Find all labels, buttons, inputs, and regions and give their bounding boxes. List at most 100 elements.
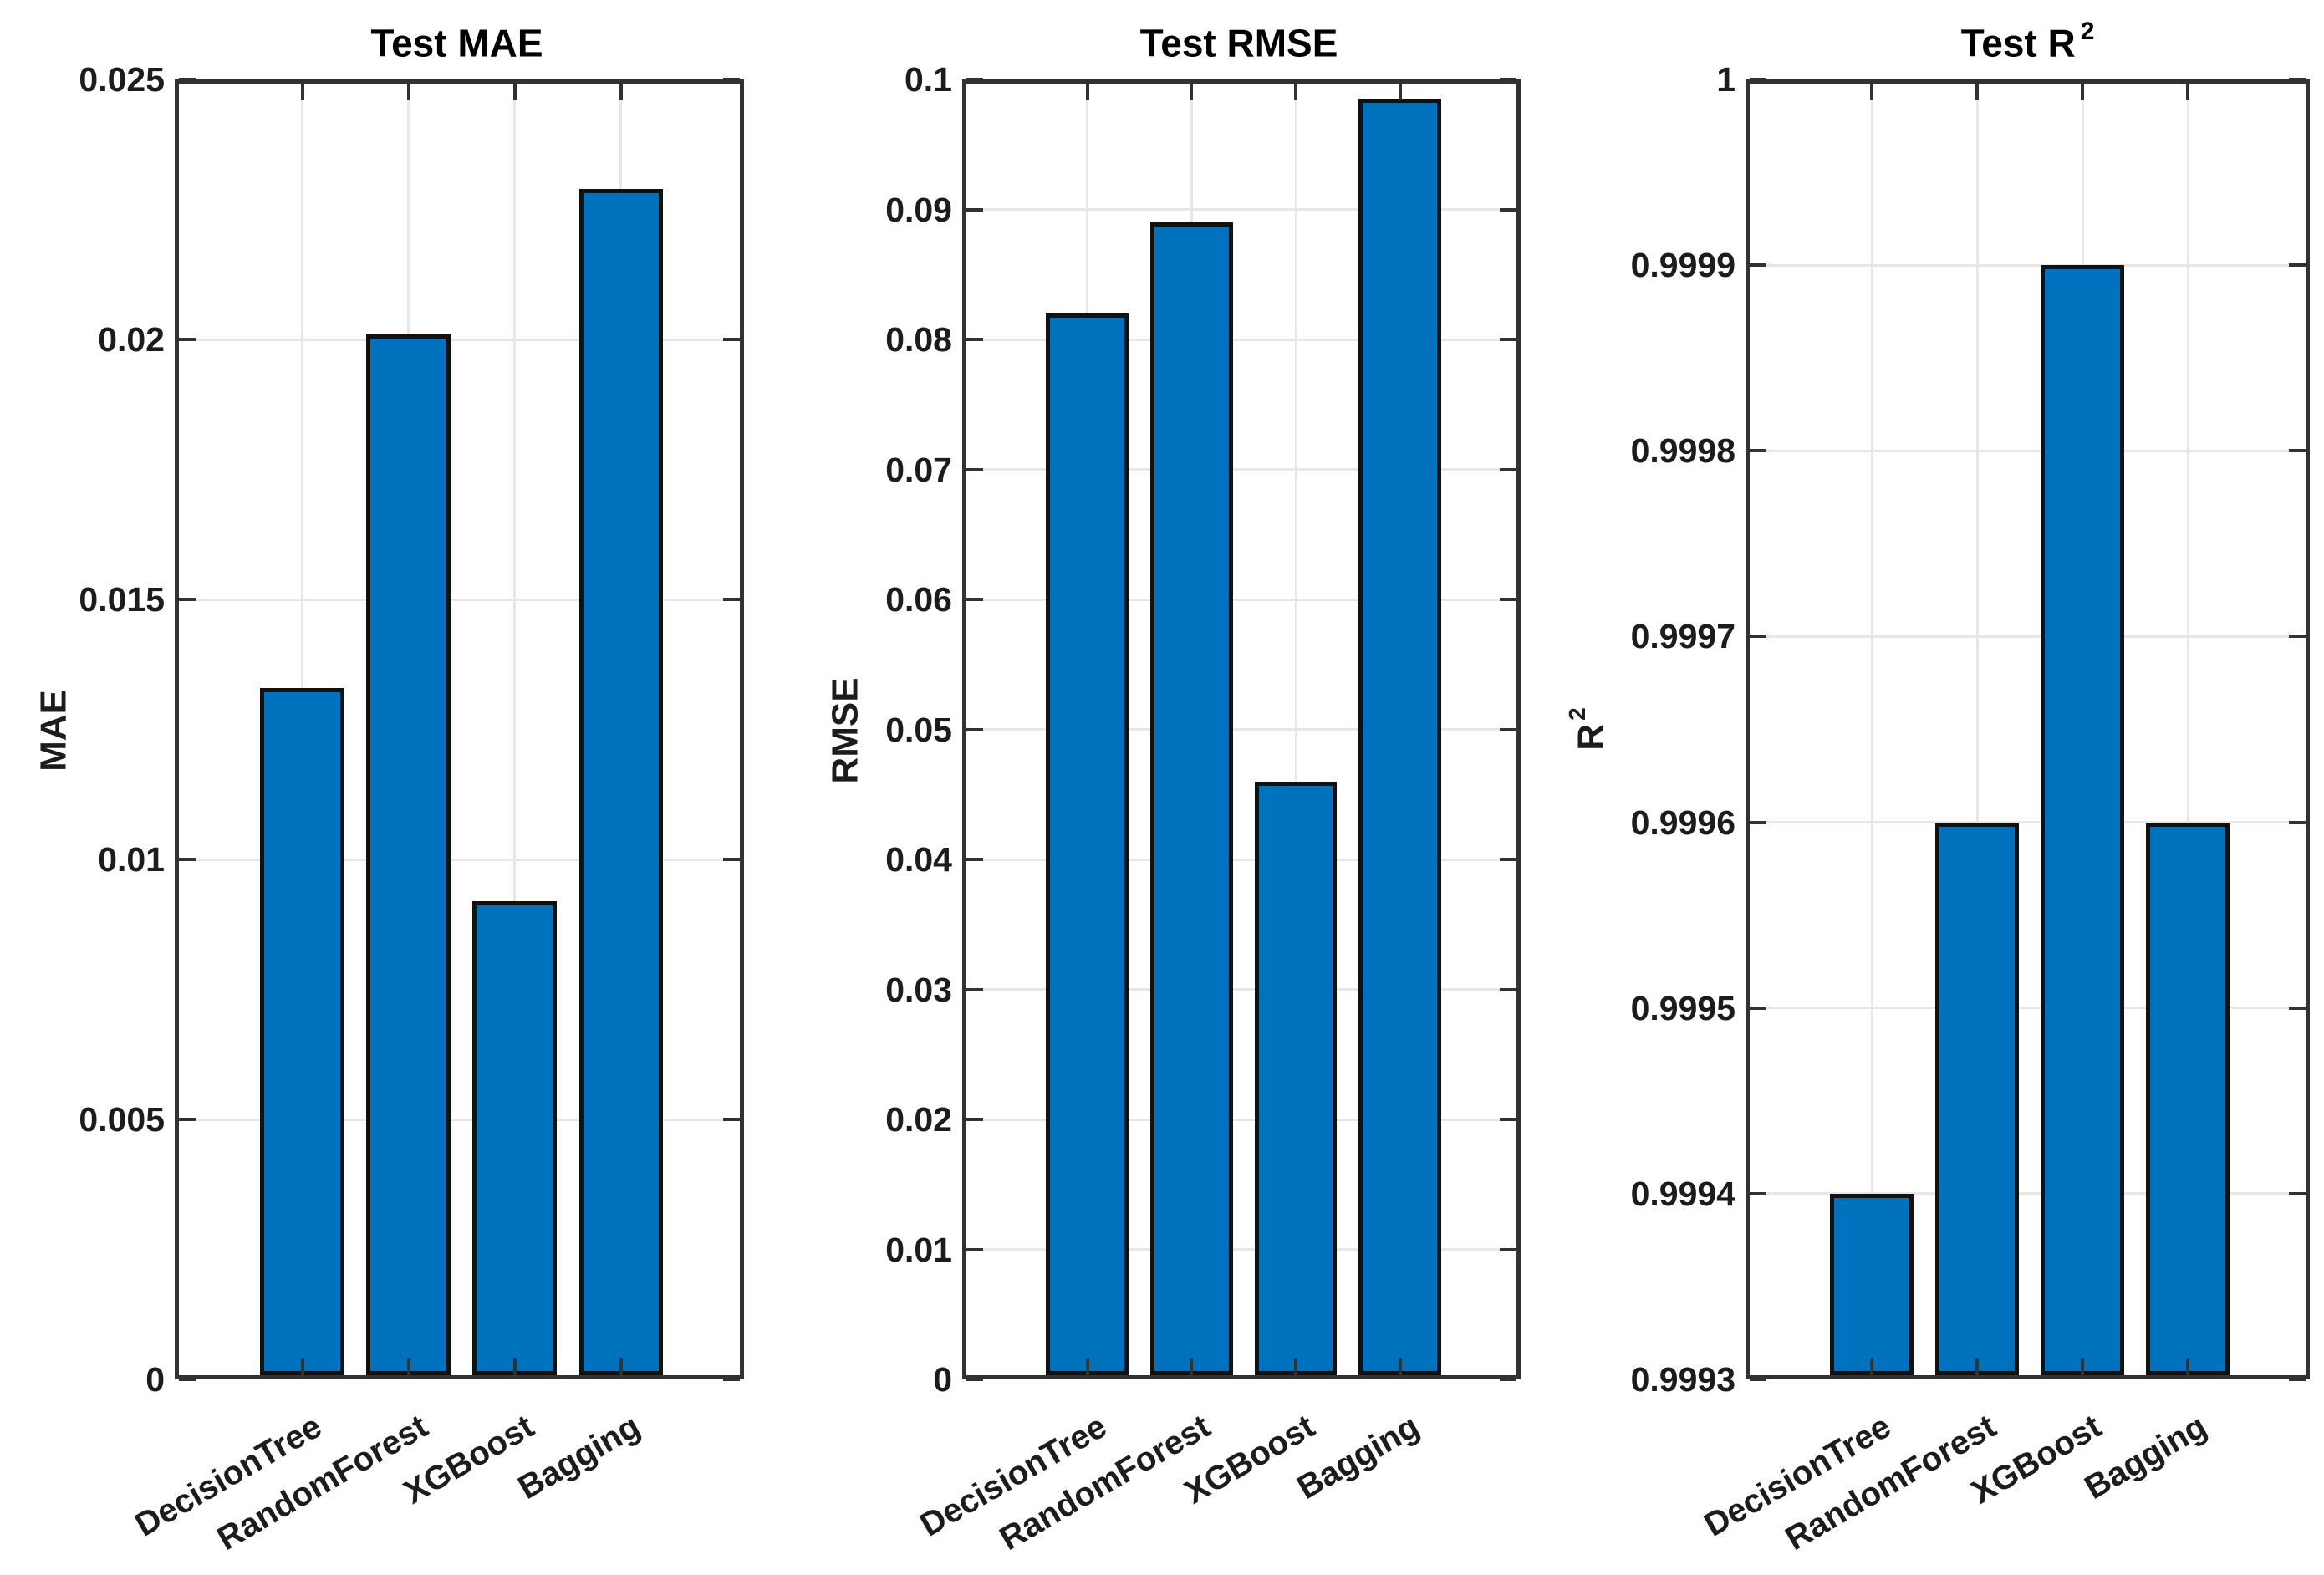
y-tick-label: 0.9994 xyxy=(1630,1174,1735,1213)
y-tick-label: 0 xyxy=(933,1360,952,1399)
y-axis-label-superscript: 2 xyxy=(1564,707,1590,721)
y-axis-tick xyxy=(966,467,983,471)
y-tick-label: 0.03 xyxy=(885,970,952,1009)
y-axis-tick xyxy=(1750,1378,1766,1381)
h-gridline xyxy=(1750,1192,2306,1195)
y-axis-tick xyxy=(179,78,196,81)
chart-title: Test RMSE xyxy=(962,13,1521,64)
y-tick-label: 0.9993 xyxy=(1630,1360,1735,1399)
x-tick-label: DecisionTree xyxy=(1698,1408,1898,1544)
y-axis-tick xyxy=(723,858,740,861)
bar-xgboost xyxy=(2041,265,2125,1375)
y-axis-tick xyxy=(1750,1191,1766,1195)
bar-decisiontree xyxy=(260,687,344,1375)
y-tick-label: 0.01 xyxy=(885,1230,952,1269)
y-tick-label: 0.1 xyxy=(905,60,952,99)
y-axis-tick xyxy=(179,598,196,601)
x-axis-tick xyxy=(300,84,304,100)
v-gridline xyxy=(1975,84,1979,1375)
x-axis-tick xyxy=(1294,1358,1298,1375)
bar-decisiontree xyxy=(1830,1193,1914,1375)
bar-randomforest xyxy=(366,334,451,1375)
bar-decisiontree xyxy=(1046,313,1129,1375)
y-axis-tick xyxy=(723,1378,740,1381)
y-tick-label: 0.9997 xyxy=(1630,617,1735,656)
v-gridline xyxy=(1870,84,1873,1375)
bar-bagging xyxy=(578,188,664,1375)
x-axis-tick xyxy=(406,84,410,100)
y-tick-label: 0.01 xyxy=(98,840,165,879)
x-axis-tick xyxy=(406,1358,410,1375)
y-axis-tick xyxy=(2289,1006,2306,1010)
y-axis-tick xyxy=(1500,1247,1516,1251)
y-axis-tick xyxy=(723,1118,740,1121)
y-axis-tick xyxy=(1500,727,1516,731)
v-gridline xyxy=(2186,84,2189,1375)
y-axis-label: R2 xyxy=(1559,520,1612,938)
y-axis-tick xyxy=(966,858,983,861)
y-axis-tick xyxy=(1750,820,1766,824)
x-axis-tick xyxy=(619,84,623,100)
x-axis-tick xyxy=(300,1358,304,1375)
y-axis-tick xyxy=(966,1378,983,1381)
y-tick-label: 0.02 xyxy=(98,320,165,359)
y-axis-tick xyxy=(1500,858,1516,861)
x-axis-tick xyxy=(2081,84,2085,100)
h-gridline xyxy=(966,1118,1516,1121)
y-axis-tick xyxy=(179,1378,196,1381)
x-axis-tick xyxy=(619,1358,623,1375)
h-gridline xyxy=(1750,821,2306,824)
y-axis-tick xyxy=(966,1247,983,1251)
y-axis-tick xyxy=(1750,1006,1766,1010)
y-tick-label: 0.9998 xyxy=(1630,431,1735,471)
x-axis-tick xyxy=(1975,84,1980,100)
y-axis-tick xyxy=(2289,1191,2306,1195)
y-tick-label: 0.025 xyxy=(79,60,165,99)
y-axis-tick xyxy=(1500,1378,1516,1381)
h-gridline xyxy=(179,858,740,861)
y-tick-label: 0.06 xyxy=(885,580,952,619)
y-tick-label: 0.08 xyxy=(885,320,952,359)
x-axis-tick xyxy=(1294,84,1298,100)
y-axis-tick xyxy=(966,338,983,341)
bar-bagging xyxy=(2146,822,2230,1375)
y-axis-tick xyxy=(2289,635,2306,639)
y-axis-tick xyxy=(179,1118,196,1121)
y-tick-label: 0.9995 xyxy=(1630,988,1735,1027)
y-axis-tick xyxy=(1500,207,1516,212)
y-axis-tick xyxy=(1750,449,1766,453)
h-gridline xyxy=(1750,449,2306,452)
y-axis-tick xyxy=(723,598,740,601)
y-axis-tick xyxy=(966,1118,983,1121)
y-axis-tick xyxy=(966,987,983,991)
chart-title-text: Test RMSE xyxy=(1139,21,1338,65)
h-gridline xyxy=(966,1248,1516,1251)
x-axis-tick xyxy=(1975,1358,1980,1375)
h-gridline xyxy=(1750,1007,2306,1010)
y-tick-label: 0.005 xyxy=(79,1100,165,1139)
chart-title: Test MAE xyxy=(175,13,744,64)
y-axis-tick xyxy=(179,338,196,341)
y-tick-label: 0 xyxy=(145,1360,165,1399)
y-axis-label-text: R xyxy=(1570,723,1612,751)
y-axis-tick xyxy=(1500,598,1516,601)
y-tick-label: 0.05 xyxy=(885,710,952,749)
y-axis-tick xyxy=(1750,635,1766,639)
x-axis-tick xyxy=(1085,84,1089,100)
y-axis-tick xyxy=(1750,78,1766,81)
bar-xgboost xyxy=(1254,781,1338,1375)
y-axis-tick xyxy=(1750,263,1766,268)
y-axis-tick xyxy=(179,858,196,861)
plot-frame xyxy=(1746,79,2310,1379)
y-axis-tick xyxy=(1500,338,1516,341)
y-axis-tick xyxy=(966,598,983,601)
y-tick-label: 0.04 xyxy=(885,840,952,879)
plot-frame xyxy=(962,79,1521,1379)
x-axis-tick xyxy=(1870,1358,1874,1375)
h-gridline xyxy=(1750,635,2306,638)
y-axis-tick xyxy=(2289,449,2306,453)
x-axis-tick xyxy=(1085,1358,1089,1375)
